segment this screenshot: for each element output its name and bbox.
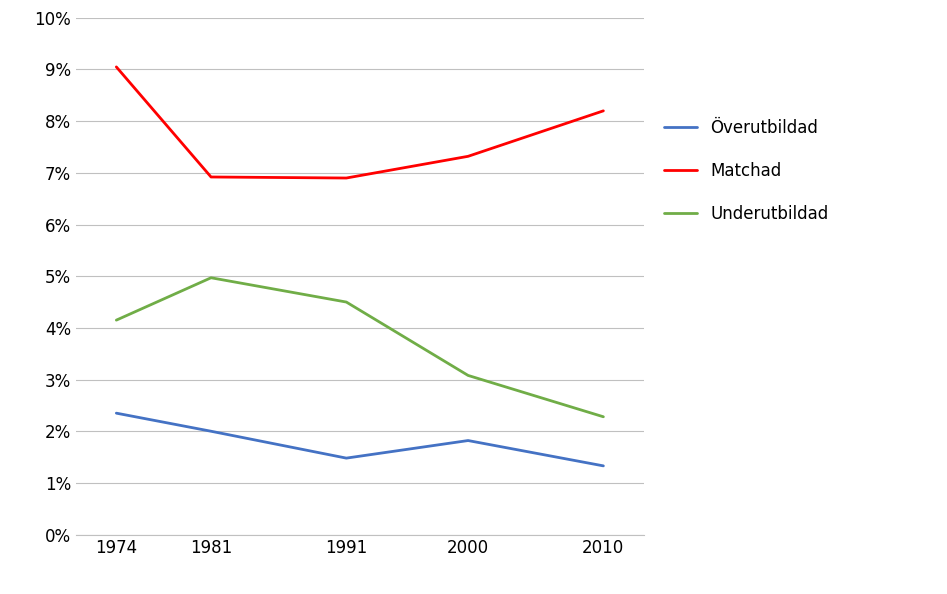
Matchad — [598, 108, 609, 115]
Överutbildad — [205, 428, 217, 435]
Underutbildad — [598, 413, 609, 421]
Underutbildad — [341, 299, 352, 306]
Underutbildad — [462, 372, 474, 379]
Legend: Överutbildad, Matchad, Underutbildad: Överutbildad, Matchad, Underutbildad — [664, 119, 829, 223]
Line: Överutbildad: Överutbildad — [116, 413, 603, 466]
Överutbildad — [341, 454, 352, 462]
Underutbildad — [111, 317, 122, 324]
Matchad — [111, 64, 122, 71]
Line: Matchad: Matchad — [116, 67, 603, 178]
Överutbildad — [598, 462, 609, 469]
Matchad — [462, 153, 474, 160]
Matchad — [341, 175, 352, 182]
Överutbildad — [462, 437, 474, 444]
Underutbildad — [205, 274, 217, 282]
Line: Underutbildad: Underutbildad — [116, 278, 603, 417]
Överutbildad — [111, 410, 122, 417]
Matchad — [205, 173, 217, 181]
